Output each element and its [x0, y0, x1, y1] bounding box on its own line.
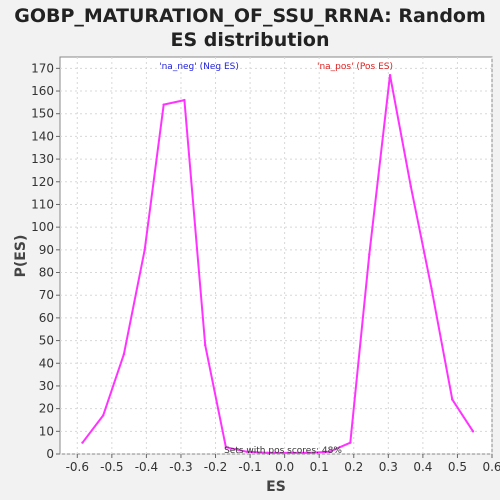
- x-axis-label: ES: [266, 479, 286, 495]
- y-tick-label: 10: [39, 424, 54, 438]
- x-tick-label: 0.2: [344, 460, 363, 474]
- y-tick-label: 150: [31, 107, 54, 121]
- y-tick-label: 130: [31, 152, 54, 166]
- data-point: [266, 451, 269, 455]
- chart-title-line-1: GOBP_MATURATION_OF_SSU_RRNA: Random: [14, 5, 486, 27]
- data-point: [307, 451, 311, 455]
- es-distribution-line: [81, 74, 474, 454]
- data-point: [122, 352, 126, 356]
- chart-title-line-2: ES distribution: [171, 29, 330, 51]
- x-tick-label: 0.1: [310, 460, 329, 474]
- y-tick-label: 40: [39, 356, 54, 370]
- y-axis-ticks: 0 10 20 30 40 50 60 70 80 90 100 110 120 130 140 150 160…: [31, 61, 60, 461]
- plot-area: [59, 56, 493, 455]
- y-tick-label: 80: [39, 266, 54, 280]
- data-point: [328, 450, 331, 453]
- x-tick-label: 0.0: [275, 460, 294, 474]
- x-tick-label: 0.5: [448, 460, 467, 474]
- y-tick-label: 70: [39, 288, 54, 302]
- y-tick-label: 90: [39, 243, 54, 257]
- pos-scores-annotation: Sets with pos scores: 48%: [224, 446, 342, 456]
- x-tick-label: -0.3: [169, 460, 192, 474]
- data-point: [451, 398, 454, 401]
- data-point: [368, 253, 371, 256]
- data-point: [224, 445, 228, 449]
- y-tick-label: 30: [39, 379, 54, 393]
- x-axis-ticks: -0.6 -0.5 -0.4 -0.3 -0.2 -0.1 0.0 0.1 0.2 0.3 0.4 0…: [66, 454, 500, 474]
- data-point: [143, 248, 146, 252]
- neg-es-label: 'na_neg' (Neg ES): [159, 62, 239, 72]
- data-point: [245, 450, 248, 453]
- data-point: [81, 441, 84, 444]
- x-tick-label: -0.2: [204, 460, 227, 474]
- y-tick-label: 100: [31, 220, 54, 234]
- y-axis-label: P(ES): [13, 235, 29, 278]
- data-point: [430, 287, 433, 290]
- x-tick-label: -0.1: [238, 460, 261, 474]
- x-tick-label: 0.3: [379, 460, 398, 474]
- grid-lines: [60, 57, 493, 455]
- y-tick-label: 50: [39, 334, 54, 348]
- data-point: [286, 451, 290, 455]
- y-tick-label: 110: [31, 197, 54, 211]
- x-tick-label: 0.6: [482, 460, 500, 474]
- y-tick-label: 140: [31, 129, 54, 143]
- x-tick-label: -0.6: [66, 460, 89, 474]
- x-tick-label: -0.5: [100, 460, 123, 474]
- y-tick-label: 20: [39, 402, 54, 416]
- y-tick-label: 170: [31, 61, 54, 75]
- data-point: [409, 185, 412, 188]
- data-point: [162, 103, 165, 106]
- data-point: [203, 343, 207, 347]
- series-points: [81, 73, 475, 455]
- y-tick-label: 60: [39, 311, 54, 325]
- data-point: [388, 73, 392, 77]
- y-tick-label: 160: [31, 84, 54, 98]
- data-point: [183, 98, 186, 102]
- data-point: [102, 414, 105, 417]
- x-tick-label: 0.4: [413, 460, 432, 474]
- pos-es-label: 'na_pos' (Pos ES): [317, 62, 393, 72]
- y-tick-label: 120: [31, 175, 54, 189]
- y-tick-label: 0: [46, 447, 54, 461]
- x-tick-label: -0.4: [135, 460, 158, 474]
- data-point: [349, 441, 352, 444]
- data-point: [471, 430, 475, 433]
